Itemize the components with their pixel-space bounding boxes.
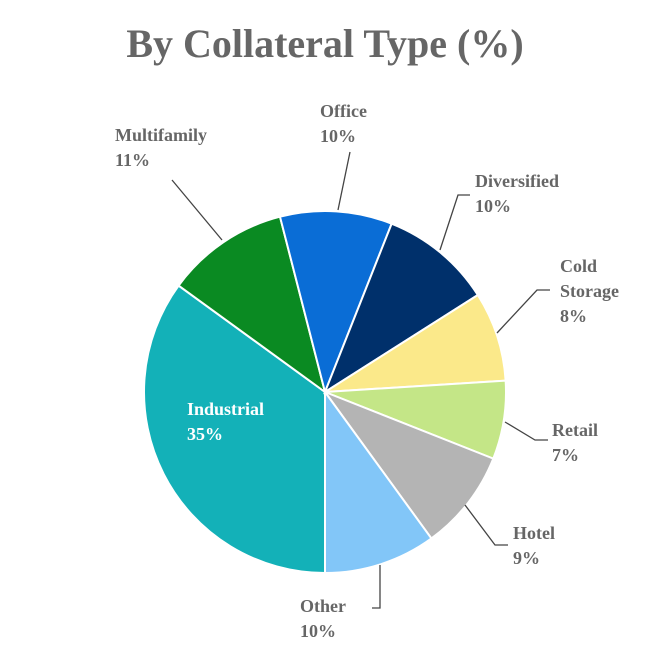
pie-slice <box>324 388 433 575</box>
leader-line <box>337 151 351 211</box>
slice-label: Office 10% <box>320 99 400 149</box>
category-label: Hotel <box>513 523 555 543</box>
pie-slice <box>143 284 326 575</box>
category-label: Office <box>320 101 367 121</box>
pie-slice <box>322 389 495 540</box>
slice-label: Multifamily 11% <box>115 123 235 173</box>
slice-label: Other 10% <box>300 594 380 644</box>
value-label: 8% <box>560 306 587 326</box>
pie-slice <box>177 215 327 395</box>
category-label: Other <box>300 596 346 616</box>
value-label: 10% <box>300 621 336 641</box>
value-label: 35% <box>187 424 223 444</box>
value-label: 11% <box>115 150 151 170</box>
leader-line <box>496 289 550 334</box>
pie-slice <box>278 210 393 396</box>
leader-line <box>439 194 470 251</box>
pie-slice <box>324 293 507 393</box>
slice-label: Industrial 35% <box>187 397 297 447</box>
slice-label: Diversified 10% <box>475 169 595 219</box>
value-label: 10% <box>320 126 356 146</box>
leader-line <box>464 504 508 546</box>
category-label: Cold Storage <box>560 256 619 301</box>
slice-label: Cold Storage 8% <box>560 254 635 329</box>
category-label: Diversified <box>475 171 559 191</box>
pie-slice <box>322 222 480 395</box>
slice-label: Hotel 9% <box>513 521 593 571</box>
value-label: 7% <box>552 445 579 465</box>
category-label: Retail <box>552 420 598 440</box>
leader-line <box>504 421 548 441</box>
slice-label: Retail 7% <box>552 418 632 468</box>
leader-line <box>171 179 223 241</box>
category-label: Multifamily <box>115 125 207 145</box>
leader-line <box>372 565 381 609</box>
value-label: 10% <box>475 196 511 216</box>
chart-title: By Collateral Type (%) <box>126 21 524 66</box>
value-label: 9% <box>513 548 540 568</box>
category-label: Industrial <box>187 399 265 419</box>
